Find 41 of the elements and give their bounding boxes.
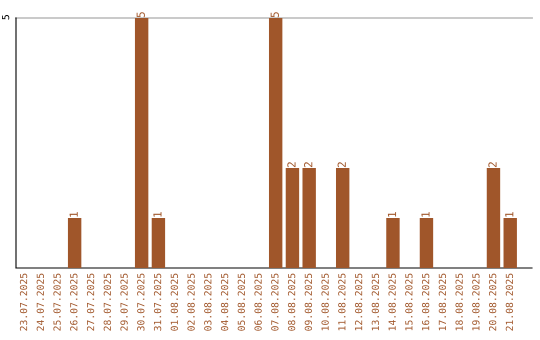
data-label: 2 xyxy=(488,162,497,168)
data-label: 1 xyxy=(505,212,514,217)
x-tick-label: 14.08.2025 xyxy=(388,274,396,330)
x-tick-label: 20.08.2025 xyxy=(488,274,496,331)
x-tick-label: 29.07.2025 xyxy=(120,274,128,331)
x-tick-label: 30.07.2025 xyxy=(137,274,144,331)
x-tick-label: 18.08.2025 xyxy=(455,274,463,330)
x-tick-label: 21.08.2025 xyxy=(506,274,514,331)
x-tick-label: 04.08.2025 xyxy=(220,274,228,331)
x-tick-label: 09.08.2025 xyxy=(304,274,312,331)
x-tick-label: 28.07.2025 xyxy=(104,274,111,331)
data-label: 2 xyxy=(338,162,346,168)
x-tick-label: 15.08.2025 xyxy=(405,274,413,330)
x-tick-label: 25.07.2025 xyxy=(53,274,61,331)
x-tick-label: 26.07.2025 xyxy=(70,274,78,331)
data-label: 2 xyxy=(287,162,296,168)
x-tick-label: 01.08.2025 xyxy=(170,274,178,331)
x-tick-label: 02.08.2025 xyxy=(187,274,195,331)
x-tick-label: 11.08.2025 xyxy=(338,274,346,330)
x-tick-label: 24.07.2025 xyxy=(36,274,44,331)
data-label: 2 xyxy=(304,162,312,168)
data-label: 1 xyxy=(153,212,162,217)
x-tick-label: 19.08.2025 xyxy=(472,274,480,330)
x-tick-label: 12.08.2025 xyxy=(354,274,362,330)
x-tick-label: 17.08.2025 xyxy=(438,274,446,330)
x-tick-label: 13.08.2025 xyxy=(372,274,380,330)
data-label: 1 xyxy=(388,212,396,217)
data-label: 1 xyxy=(70,212,78,217)
x-tick-label: 03.08.2025 xyxy=(204,274,212,331)
data-label: 5 xyxy=(136,12,145,18)
x-tick-label: 31.07.2025 xyxy=(154,274,162,331)
x-tick-label: 07.08.2025 xyxy=(271,274,279,331)
x-tick-label: 16.08.2025 xyxy=(422,274,430,330)
x-tick-label: 27.07.2025 xyxy=(86,274,94,331)
x-tick-label: 05.08.2025 xyxy=(238,274,246,331)
x-tick-label: 10.08.2025 xyxy=(321,274,329,330)
data-label: 1 xyxy=(421,212,430,217)
data-label: 5 xyxy=(270,12,279,18)
x-tick-label: 06.08.2025 xyxy=(254,274,262,331)
x-tick-label: 08.08.2025 xyxy=(288,274,296,331)
x-tick-label: 23.07.2025 xyxy=(20,274,28,331)
